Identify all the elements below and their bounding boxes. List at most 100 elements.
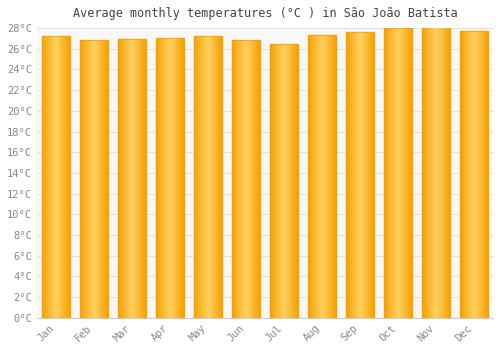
- Bar: [433, 27, 434, 318]
- Bar: [470, 31, 471, 318]
- Bar: [319, 35, 320, 318]
- Bar: [96, 41, 98, 318]
- Bar: [362, 32, 363, 318]
- Bar: [136, 40, 138, 318]
- Bar: [127, 40, 128, 318]
- Bar: [170, 38, 171, 318]
- Bar: [176, 38, 178, 318]
- Bar: [210, 36, 211, 318]
- Bar: [180, 38, 182, 318]
- Bar: [90, 41, 91, 318]
- Bar: [436, 27, 437, 318]
- Bar: [308, 35, 336, 318]
- Bar: [322, 35, 323, 318]
- Bar: [312, 35, 314, 318]
- Bar: [350, 32, 352, 318]
- Bar: [360, 32, 361, 318]
- Bar: [169, 38, 170, 318]
- Bar: [53, 36, 54, 318]
- Bar: [287, 44, 288, 318]
- Bar: [156, 38, 184, 318]
- Bar: [182, 38, 183, 318]
- Bar: [87, 41, 88, 318]
- Bar: [258, 41, 259, 318]
- Bar: [201, 36, 202, 318]
- Bar: [91, 41, 92, 318]
- Bar: [434, 27, 435, 318]
- Bar: [51, 36, 52, 318]
- Bar: [372, 32, 374, 318]
- Bar: [476, 31, 477, 318]
- Bar: [464, 31, 466, 318]
- Bar: [363, 32, 364, 318]
- Bar: [106, 41, 107, 318]
- Bar: [432, 27, 433, 318]
- Bar: [66, 36, 67, 318]
- Bar: [358, 32, 359, 318]
- Bar: [406, 28, 408, 318]
- Bar: [80, 41, 108, 318]
- Bar: [118, 40, 146, 318]
- Bar: [460, 31, 488, 318]
- Bar: [395, 28, 396, 318]
- Bar: [88, 41, 89, 318]
- Bar: [361, 32, 362, 318]
- Bar: [424, 27, 426, 318]
- Bar: [167, 38, 168, 318]
- Bar: [286, 44, 287, 318]
- Bar: [334, 35, 336, 318]
- Bar: [204, 36, 205, 318]
- Bar: [477, 31, 478, 318]
- Bar: [221, 36, 222, 318]
- Bar: [209, 36, 210, 318]
- Bar: [326, 35, 328, 318]
- Bar: [238, 41, 240, 318]
- Bar: [274, 44, 276, 318]
- Bar: [178, 38, 180, 318]
- Bar: [314, 35, 316, 318]
- Bar: [55, 36, 56, 318]
- Bar: [118, 40, 146, 318]
- Bar: [280, 44, 281, 318]
- Bar: [232, 41, 260, 318]
- Bar: [126, 40, 127, 318]
- Bar: [92, 41, 93, 318]
- Bar: [332, 35, 334, 318]
- Bar: [410, 28, 412, 318]
- Bar: [216, 36, 218, 318]
- Bar: [134, 40, 136, 318]
- Bar: [107, 41, 108, 318]
- Bar: [164, 38, 165, 318]
- Bar: [242, 41, 243, 318]
- Bar: [236, 41, 238, 318]
- Bar: [156, 38, 158, 318]
- Bar: [318, 35, 319, 318]
- Bar: [475, 31, 476, 318]
- Bar: [162, 38, 163, 318]
- Bar: [297, 44, 298, 318]
- Bar: [138, 40, 140, 318]
- Bar: [84, 41, 86, 318]
- Bar: [140, 40, 141, 318]
- Bar: [142, 40, 144, 318]
- Bar: [218, 36, 220, 318]
- Bar: [270, 44, 298, 318]
- Bar: [244, 41, 245, 318]
- Bar: [398, 28, 399, 318]
- Bar: [86, 41, 87, 318]
- Bar: [396, 28, 397, 318]
- Bar: [100, 41, 102, 318]
- Bar: [166, 38, 167, 318]
- Bar: [80, 41, 108, 318]
- Bar: [131, 40, 132, 318]
- Bar: [441, 27, 442, 318]
- Bar: [384, 28, 412, 318]
- Bar: [310, 35, 312, 318]
- Bar: [129, 40, 130, 318]
- Bar: [448, 27, 450, 318]
- Bar: [165, 38, 166, 318]
- Bar: [384, 28, 412, 318]
- Bar: [346, 32, 374, 318]
- Bar: [320, 35, 321, 318]
- Bar: [356, 32, 357, 318]
